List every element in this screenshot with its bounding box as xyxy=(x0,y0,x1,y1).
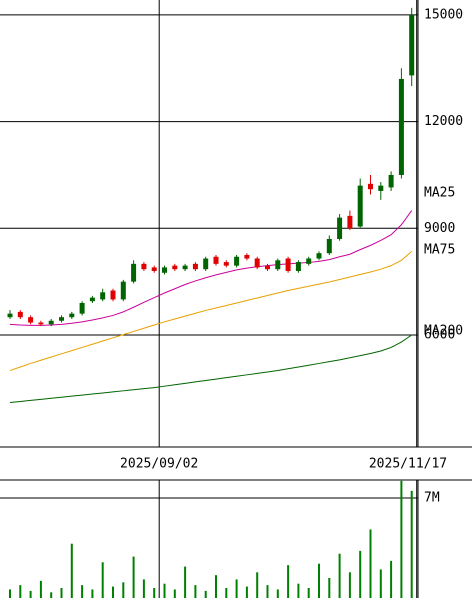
candle-body xyxy=(306,258,312,264)
candle-body xyxy=(7,313,13,318)
candle-body xyxy=(295,262,301,271)
volume-bar xyxy=(81,585,84,598)
candle-body xyxy=(192,263,198,270)
volume-bar xyxy=(245,586,248,598)
y-tick-label: 6000 xyxy=(424,327,455,342)
candle-body xyxy=(316,253,322,259)
volume-bar xyxy=(266,585,269,598)
candle-body xyxy=(120,281,126,300)
candle-body xyxy=(17,311,23,318)
candle-body xyxy=(38,322,44,325)
candle-body xyxy=(28,317,34,323)
volume-bar xyxy=(19,585,22,598)
volume-bar xyxy=(50,592,53,598)
candle-body xyxy=(141,263,147,270)
volume-bar xyxy=(215,575,217,598)
volume-bar xyxy=(225,588,228,598)
candle-body xyxy=(388,174,394,188)
candle-body xyxy=(162,267,167,273)
candle-body xyxy=(244,254,250,259)
volume-bar xyxy=(235,579,238,598)
volume-bar xyxy=(390,560,393,598)
candle-body xyxy=(59,317,64,321)
volume-bar xyxy=(184,566,187,598)
candle-body xyxy=(48,320,54,325)
candle-body xyxy=(234,256,240,266)
y-tick-label: 7M xyxy=(424,491,440,506)
volume-bar xyxy=(348,572,351,598)
legend-label: MA25 xyxy=(424,186,455,201)
volume-bar xyxy=(132,556,135,598)
legend-label: MA200 xyxy=(424,324,463,339)
volume-bar xyxy=(256,572,259,598)
volume-bar xyxy=(122,582,125,598)
volume-bar xyxy=(307,588,310,598)
moving-average-line xyxy=(9,251,413,372)
x-tick-label: 2025/11/17 xyxy=(369,457,447,472)
candle-body xyxy=(182,265,188,270)
legend-label: MA75 xyxy=(424,243,455,258)
y-tick-label: 12000 xyxy=(424,114,463,129)
moving-average-line xyxy=(9,210,413,326)
y-tick-label: 9000 xyxy=(424,221,455,236)
candle-body xyxy=(357,185,363,227)
candle-body xyxy=(223,262,229,266)
candle-body xyxy=(254,258,260,268)
candle-body xyxy=(275,260,281,270)
candle-body xyxy=(265,265,270,270)
volume-bar xyxy=(163,583,166,598)
moving-average-line xyxy=(9,334,412,404)
candle-body xyxy=(151,267,157,271)
candle-body xyxy=(398,78,404,175)
y-tick-label: 15000 xyxy=(424,7,463,22)
volume-bar xyxy=(276,589,279,598)
candle-body xyxy=(326,238,332,254)
volume-bar xyxy=(153,588,156,598)
candle-body xyxy=(100,292,106,300)
volume-bar xyxy=(400,480,403,598)
candle-body xyxy=(409,14,415,76)
candle-body xyxy=(79,302,85,314)
volume-bar xyxy=(29,590,32,598)
candle-body xyxy=(368,183,373,190)
volume-bar xyxy=(70,543,73,598)
candle-body xyxy=(347,215,353,229)
volume-bar xyxy=(39,580,42,598)
volume-bar xyxy=(410,490,413,598)
candle-body xyxy=(337,217,343,239)
candle-body xyxy=(131,263,137,282)
candle-body xyxy=(285,258,291,271)
volume-bar xyxy=(60,588,63,598)
volume-bar xyxy=(101,562,104,598)
volume-bar xyxy=(194,585,197,598)
candle-body xyxy=(378,185,384,191)
volume-bar xyxy=(318,563,320,598)
volume-bar xyxy=(379,569,382,598)
volume-bar xyxy=(9,589,11,598)
volume-bar xyxy=(328,578,331,598)
volume-bar xyxy=(359,550,362,598)
volume-bar xyxy=(369,529,372,598)
candle-body xyxy=(89,297,95,302)
candle-body xyxy=(69,313,75,318)
volume-bar xyxy=(142,579,145,598)
x-tick-label: 2025/09/02 xyxy=(120,457,198,472)
candle-body xyxy=(203,258,209,270)
volume-bar xyxy=(173,589,176,598)
volume-bar xyxy=(91,589,94,598)
volume-bar xyxy=(338,553,341,598)
candle-body xyxy=(110,290,116,300)
volume-bar xyxy=(297,583,300,598)
candle-body xyxy=(213,256,219,264)
candle-body xyxy=(172,265,178,270)
volume-bar xyxy=(204,590,207,598)
volume-bar xyxy=(287,565,290,598)
volume-bar xyxy=(112,586,114,598)
